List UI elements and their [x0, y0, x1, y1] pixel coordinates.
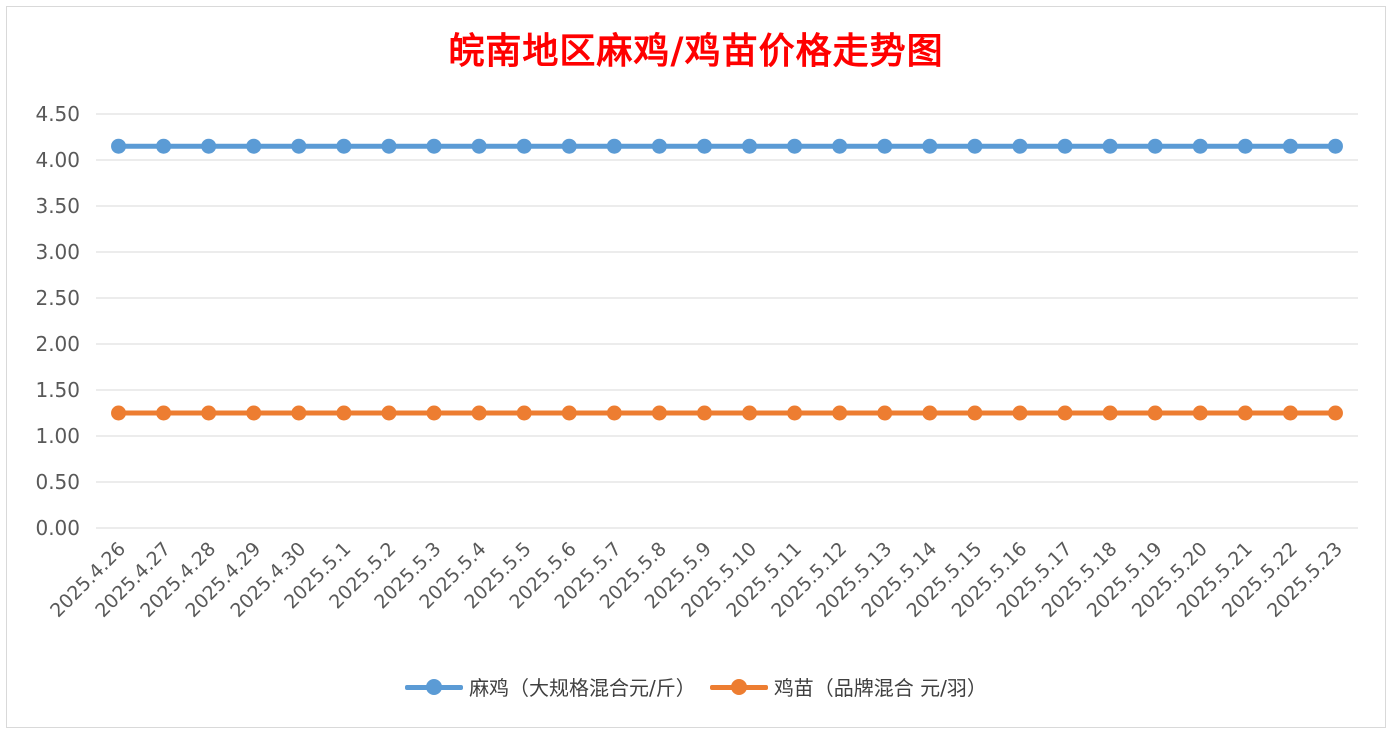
series-1-point [381, 138, 397, 154]
series-1-point [651, 138, 667, 154]
series-2-point [877, 405, 893, 421]
series-2-point [1237, 405, 1253, 421]
chart-title: 皖南地区麻鸡/鸡苗价格走势图 [448, 30, 944, 72]
series-1-point [1327, 138, 1343, 154]
legend-swatch-series-2 [709, 676, 768, 698]
legend-item-series-1[interactable]: 麻鸡（大规格混合元/斤） [405, 672, 696, 701]
legend-swatch-series-1 [405, 676, 464, 698]
legend-label-series-1: 麻鸡（大规格混合元/斤） [469, 676, 696, 700]
series-2-point [696, 405, 712, 421]
series-2-point [381, 405, 397, 421]
series-2-point [246, 405, 262, 421]
series-1-point [156, 138, 172, 154]
series-2-point [561, 405, 577, 421]
y-tick-label: 1.50 [35, 378, 80, 402]
series-1-point [561, 138, 577, 154]
series-2-point [336, 405, 352, 421]
series-1-point [606, 138, 622, 154]
series-1-point [832, 138, 848, 154]
series-1-point [291, 138, 307, 154]
series-2-point [516, 405, 532, 421]
series-1-point [967, 138, 983, 154]
series-1-point [1282, 138, 1298, 154]
y-tick-label: 0.50 [35, 470, 80, 494]
series-1-point [922, 138, 938, 154]
chart-area[interactable] [6, 6, 1386, 728]
series-1-point [1237, 138, 1253, 154]
series-2-point [1192, 405, 1208, 421]
legend: 麻鸡（大规格混合元/斤） 鸡苗（品牌混合 元/羽） [0, 672, 1392, 701]
series-1-point [1012, 138, 1028, 154]
series-1-point [111, 138, 127, 154]
series-2-point [1057, 405, 1073, 421]
series-1-point [742, 138, 758, 154]
series-1-point [336, 138, 352, 154]
y-tick-label: 4.00 [35, 148, 80, 172]
series-1-point [1147, 138, 1163, 154]
y-tick-label: 0.00 [35, 516, 80, 540]
series-1-point [471, 138, 487, 154]
series-1-point [246, 138, 262, 154]
y-tick-label: 3.00 [35, 240, 80, 264]
series-2-point [922, 405, 938, 421]
series-1-point [516, 138, 532, 154]
y-tick-label: 4.50 [35, 102, 80, 126]
series-2-point [967, 405, 983, 421]
series-1-point [1057, 138, 1073, 154]
series-2-point [651, 405, 667, 421]
series-1-point [696, 138, 712, 154]
series-2-point [426, 405, 442, 421]
series-2-point [471, 405, 487, 421]
y-tick-label: 1.00 [35, 424, 80, 448]
series-2-point [201, 405, 217, 421]
series-2-point [787, 405, 803, 421]
series-1-point [877, 138, 893, 154]
series-2-point [742, 405, 758, 421]
series-1-point [201, 138, 217, 154]
series-2-point [1282, 405, 1298, 421]
y-tick-label: 3.50 [35, 194, 80, 218]
series-2-point [1012, 405, 1028, 421]
series-1-point [426, 138, 442, 154]
series-2-point [1147, 405, 1163, 421]
series-1-point [787, 138, 803, 154]
series-1-point [1102, 138, 1118, 154]
series-1-point [1192, 138, 1208, 154]
series-2-point [606, 405, 622, 421]
series-2-point [832, 405, 848, 421]
series-2-point [291, 405, 307, 421]
legend-item-series-2[interactable]: 鸡苗（品牌混合 元/羽） [709, 672, 987, 701]
series-2-point [156, 405, 172, 421]
series-2-point [1102, 405, 1118, 421]
y-tick-label: 2.00 [35, 332, 80, 356]
series-2-point [1327, 405, 1343, 421]
series-2-point [111, 405, 127, 421]
y-tick-label: 2.50 [35, 286, 80, 310]
legend-label-series-2: 鸡苗（品牌混合 元/羽） [773, 676, 987, 700]
